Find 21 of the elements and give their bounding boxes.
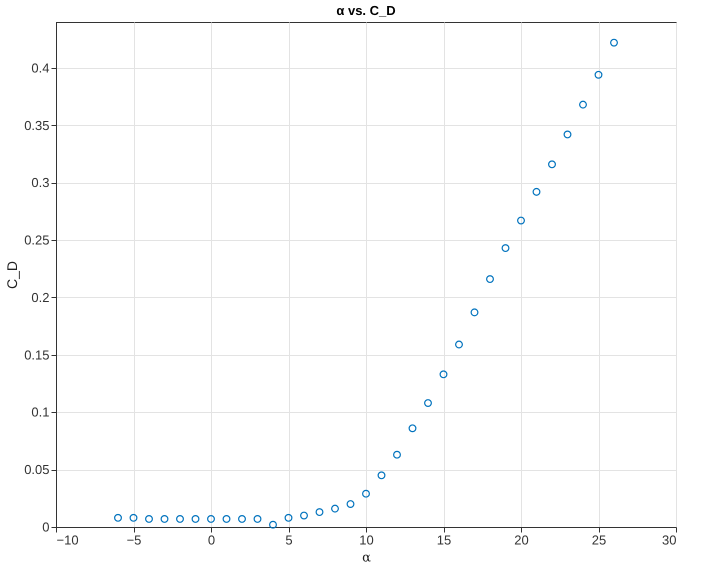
y-axis-title: C_D	[4, 260, 20, 290]
y-tick-label: 0.2	[31, 290, 50, 305]
x-tick-label: 25	[592, 532, 606, 548]
x-tick-label: 15	[436, 532, 452, 548]
y-tick-label: 0.25	[24, 232, 50, 248]
x-tick-label: 30	[662, 532, 676, 548]
y-tick-label: 0.3	[31, 175, 50, 190]
y-tick-label: 0	[42, 520, 50, 534]
x-axis-title: α	[362, 550, 372, 566]
y-tick-label: 0.15	[24, 347, 50, 362]
chart-title: α vs. C_D	[336, 3, 396, 18]
x-tick-label: 0	[208, 532, 216, 548]
x-tick-label: 5	[285, 532, 293, 548]
x-tick-label: −10	[56, 532, 79, 548]
x-tick-label: 20	[514, 532, 529, 548]
x-tick-label: 10	[359, 532, 374, 548]
y-tick-label: 0.05	[24, 462, 50, 478]
x-tick-label: −5	[126, 532, 142, 548]
y-tick-label: 0.4	[31, 60, 50, 76]
y-tick-label: 0.1	[31, 404, 50, 420]
y-tick-label: 0.35	[24, 118, 50, 133]
